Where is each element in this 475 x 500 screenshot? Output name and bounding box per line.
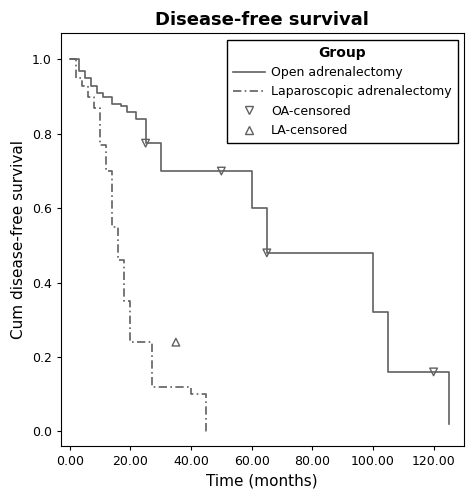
Laparoscopic adrenalectomy — [67, 56, 73, 62]
Open adrenalectomy — [88, 82, 94, 88]
Open adrenalectomy — [446, 421, 452, 427]
Laparoscopic adrenalectomy — [91, 94, 97, 100]
Laparoscopic adrenalectomy — [122, 298, 127, 304]
Point — [142, 139, 149, 147]
Open adrenalectomy — [118, 103, 124, 109]
Open adrenalectomy — [385, 369, 391, 375]
Open adrenalectomy — [309, 250, 315, 256]
Open adrenalectomy — [249, 206, 255, 212]
Laparoscopic adrenalectomy — [188, 384, 194, 390]
Laparoscopic adrenalectomy — [203, 428, 209, 434]
Laparoscopic adrenalectomy — [104, 168, 109, 174]
Laparoscopic adrenalectomy — [173, 384, 179, 390]
Open adrenalectomy — [100, 94, 106, 100]
Open adrenalectomy — [133, 116, 139, 122]
Open adrenalectomy — [431, 369, 437, 375]
Open adrenalectomy — [118, 101, 124, 107]
Laparoscopic adrenalectomy — [91, 105, 97, 111]
Point — [218, 167, 225, 175]
Open adrenalectomy — [76, 56, 82, 62]
Open adrenalectomy — [142, 116, 148, 122]
Line: Laparoscopic adrenalectomy: Laparoscopic adrenalectomy — [70, 60, 209, 432]
Open adrenalectomy — [264, 206, 270, 212]
Laparoscopic adrenalectomy — [137, 339, 142, 345]
Open adrenalectomy — [100, 90, 106, 96]
Open adrenalectomy — [133, 108, 139, 114]
Laparoscopic adrenalectomy — [137, 339, 142, 345]
Laparoscopic adrenalectomy — [79, 82, 85, 88]
Laparoscopic adrenalectomy — [188, 391, 194, 397]
Open adrenalectomy — [370, 250, 376, 256]
Laparoscopic adrenalectomy — [128, 339, 133, 345]
Laparoscopic adrenalectomy — [85, 82, 91, 88]
Laparoscopic adrenalectomy — [109, 224, 115, 230]
Open adrenalectomy — [249, 168, 255, 174]
Laparoscopic adrenalectomy — [73, 56, 79, 62]
Laparoscopic adrenalectomy — [79, 75, 85, 81]
Laparoscopic adrenalectomy — [85, 94, 91, 100]
Open adrenalectomy — [88, 75, 94, 81]
Laparoscopic adrenalectomy — [128, 298, 133, 304]
Open adrenalectomy — [370, 310, 376, 316]
Open adrenalectomy — [431, 369, 437, 375]
Open adrenalectomy — [218, 168, 224, 174]
Open adrenalectomy — [94, 82, 100, 88]
Open adrenalectomy — [124, 108, 130, 114]
Open adrenalectomy — [109, 94, 115, 100]
Open adrenalectomy — [218, 168, 224, 174]
Laparoscopic adrenalectomy — [97, 105, 103, 111]
Line: Open adrenalectomy: Open adrenalectomy — [70, 60, 449, 424]
Open adrenalectomy — [158, 168, 163, 174]
Laparoscopic adrenalectomy — [173, 384, 179, 390]
Y-axis label: Cum disease-free survival: Cum disease-free survival — [11, 140, 26, 340]
Open adrenalectomy — [109, 101, 115, 107]
Laparoscopic adrenalectomy — [149, 384, 154, 390]
Laparoscopic adrenalectomy — [122, 258, 127, 264]
Open adrenalectomy — [158, 140, 163, 146]
Point — [172, 338, 180, 346]
Legend: Open adrenalectomy, Laparoscopic adrenalectomy, OA-censored, LA-censored: Open adrenalectomy, Laparoscopic adrenal… — [227, 40, 457, 143]
Open adrenalectomy — [82, 68, 88, 73]
Open adrenalectomy — [309, 250, 315, 256]
Open adrenalectomy — [76, 68, 82, 73]
Laparoscopic adrenalectomy — [73, 75, 79, 81]
Laparoscopic adrenalectomy — [109, 168, 115, 174]
Open adrenalectomy — [67, 56, 73, 62]
Open adrenalectomy — [142, 140, 148, 146]
Laparoscopic adrenalectomy — [207, 428, 212, 434]
Point — [430, 368, 437, 376]
Laparoscopic adrenalectomy — [115, 224, 121, 230]
Open adrenalectomy — [82, 75, 88, 81]
Title: Disease-free survival: Disease-free survival — [155, 11, 369, 29]
Laparoscopic adrenalectomy — [149, 339, 154, 345]
X-axis label: Time (months): Time (months) — [207, 474, 318, 489]
Laparoscopic adrenalectomy — [207, 428, 212, 434]
Laparoscopic adrenalectomy — [104, 142, 109, 148]
Open adrenalectomy — [124, 103, 130, 109]
Open adrenalectomy — [264, 250, 270, 256]
Open adrenalectomy — [385, 310, 391, 316]
Laparoscopic adrenalectomy — [203, 391, 209, 397]
Laparoscopic adrenalectomy — [115, 258, 121, 264]
Point — [263, 249, 271, 257]
Laparoscopic adrenalectomy — [97, 142, 103, 148]
Open adrenalectomy — [446, 369, 452, 375]
Open adrenalectomy — [94, 90, 100, 96]
